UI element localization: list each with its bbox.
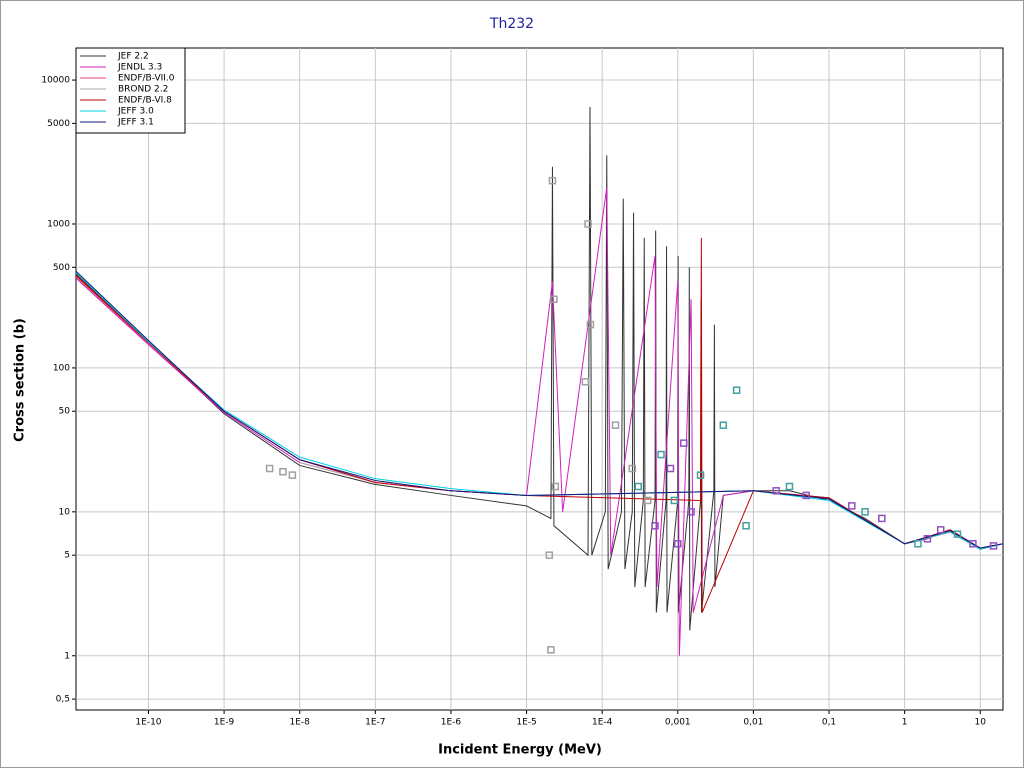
x-tick-label: 1E-7 (365, 718, 385, 728)
data-point (969, 540, 977, 548)
legend-box (75, 47, 186, 134)
data-point (989, 542, 998, 550)
data-point (547, 646, 555, 654)
data-point (785, 482, 794, 491)
y-tick-label: 10000 (41, 76, 70, 86)
data-point (674, 540, 682, 548)
data-point (878, 514, 886, 523)
x-tick-label: 1E-9 (214, 718, 235, 728)
data-point (628, 464, 637, 473)
data-point (732, 386, 741, 394)
data-point (545, 551, 554, 559)
y-tick-label: 500 (53, 263, 70, 273)
data-point (666, 464, 675, 473)
data-point (848, 502, 856, 510)
data-point (953, 530, 962, 538)
data-point (265, 464, 274, 473)
data-point (670, 496, 679, 505)
data-point (551, 482, 560, 491)
data-point (550, 295, 558, 303)
data-point (634, 482, 642, 491)
data-point (680, 439, 688, 447)
data-point (719, 421, 728, 429)
plot-layer (76, 106, 1003, 656)
legend-label: BROND 2.2 (118, 85, 168, 95)
data-point (586, 320, 595, 329)
x-axis-label: Incident Energy (MeV) (438, 743, 602, 758)
x-tick-label: 0,01 (743, 718, 763, 728)
data-point (923, 535, 932, 543)
legend-label: JEF 2.2 (117, 52, 149, 62)
y-axis-label: Cross section (b) (13, 318, 28, 442)
legend-label: JENDL 3.3 (117, 63, 162, 73)
data-point (584, 220, 592, 228)
chart-title: Th232 (489, 16, 534, 32)
y-tick-label: 5000 (47, 119, 70, 129)
x-tick-label: 0,1 (822, 718, 836, 728)
data-point (643, 496, 652, 505)
x-tick-label: 1E-6 (441, 718, 462, 728)
plot-area (75, 47, 1004, 711)
data-point (772, 487, 780, 495)
data-point (548, 176, 557, 185)
x-tick-label: 1E-8 (290, 718, 311, 728)
legend-label: JEFF 3.1 (117, 118, 154, 128)
data-point (914, 540, 922, 548)
legend-label: ENDF/B-VII.0 (118, 74, 175, 84)
data-point (581, 378, 590, 386)
data-point (861, 508, 869, 516)
data-point (802, 491, 810, 500)
data-point (611, 421, 620, 429)
data-point (288, 471, 297, 479)
x-tick-label: 10 (975, 718, 987, 728)
data-point (687, 508, 695, 516)
x-tick-label: 1E-5 (516, 718, 536, 728)
y-tick-label: 1000 (47, 219, 70, 229)
x-tick-label: 1 (902, 718, 908, 728)
legend-label: JEFF 3.0 (117, 107, 154, 117)
x-tick-label: 1E-4 (592, 718, 613, 728)
data-point (742, 522, 750, 530)
y-tick-label: 1 (64, 651, 70, 661)
data-point (651, 522, 659, 530)
x-tick-label: 1E-10 (135, 718, 161, 728)
legend-label: ENDF/B-VI.8 (118, 96, 172, 106)
y-tick-label: 50 (59, 407, 71, 417)
series-line (76, 270, 1003, 549)
y-tick-label: 0,5 (56, 695, 70, 705)
y-tick-label: 10 (59, 507, 71, 517)
data-point (936, 526, 945, 534)
data-point (657, 450, 665, 459)
y-tick-label: 100 (53, 363, 70, 373)
data-point (696, 471, 705, 479)
data-point (279, 467, 287, 476)
y-tick-label: 5 (64, 551, 70, 561)
x-tick-label: 0,001 (665, 718, 691, 728)
